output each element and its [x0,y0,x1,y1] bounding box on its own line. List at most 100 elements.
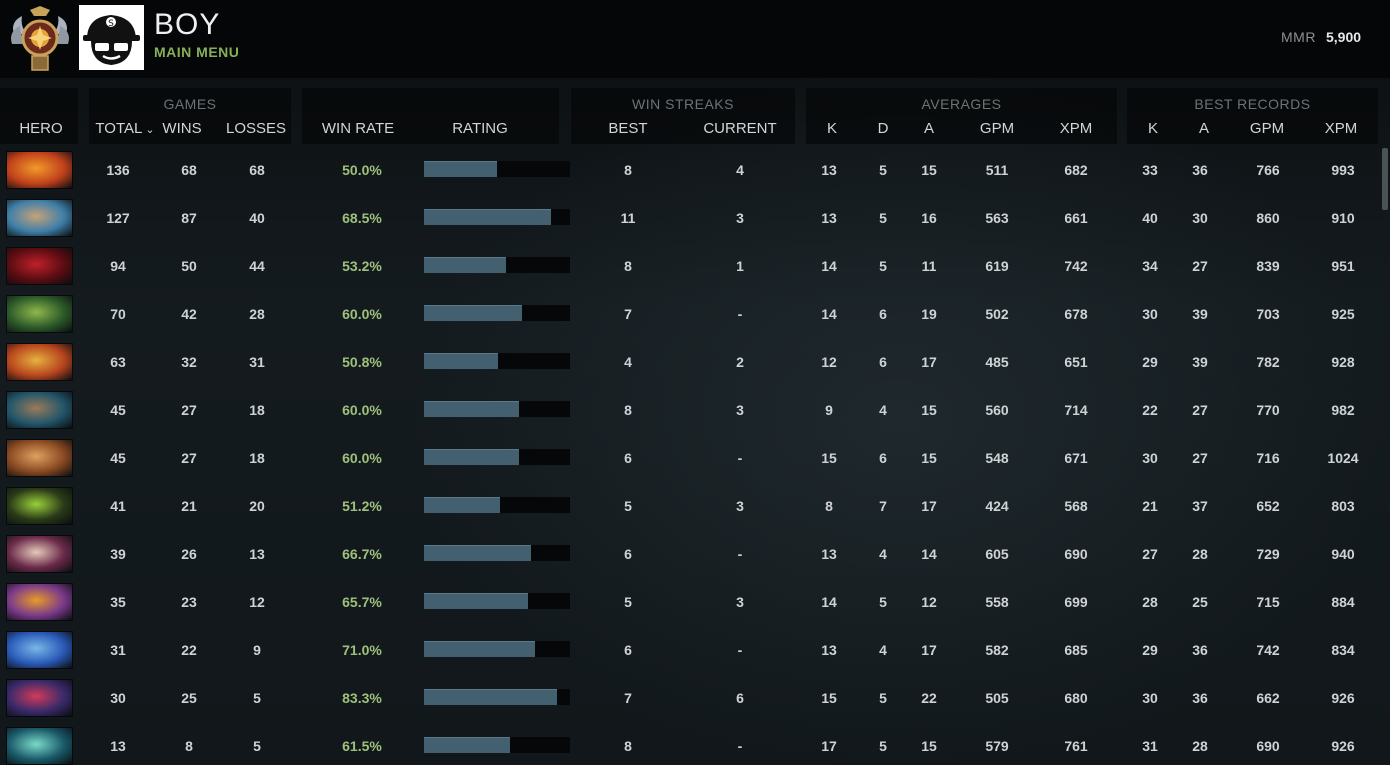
table-row[interactable]: 127 87 40 68.5% 11 3 13 5 16 563 661 40 30 860 910 [0,194,1378,242]
row-total: 31 [110,642,126,658]
hero-portrait-icon [6,343,73,381]
scrollbar-thumb[interactable] [1382,148,1388,210]
table-row[interactable]: 94 50 44 53.2% 8 1 14 5 11 619 742 34 27 839 951 [0,242,1378,290]
col-best-gpm[interactable]: GPM [1249,120,1285,137]
row-avg-kills: 14 [821,306,837,322]
rating-bar-fill [424,449,519,465]
row-best-gpm: 766 [1256,162,1280,178]
table-row[interactable]: 41 21 20 51.2% 5 3 8 7 17 424 568 21 37 652 803 [0,482,1378,530]
rating-bar-track [424,689,570,705]
row-wins: 23 [181,594,197,610]
row-avg-gpm: 505 [985,690,1009,706]
hero-portrait-icon [6,151,73,189]
row-avg-gpm: 485 [985,354,1009,370]
col-best-streak[interactable]: BEST [608,120,648,137]
row-avg-kills: 8 [825,498,833,514]
row-best-assists: 30 [1192,210,1208,226]
row-avg-assists: 17 [921,354,937,370]
table-row[interactable]: 70 42 28 60.0% 7 - 14 6 19 502 678 30 39 703 925 [0,290,1378,338]
table-row[interactable]: 13 8 5 61.5% 8 - 17 5 15 579 761 31 28 690 926 [0,722,1378,765]
avatar[interactable]: S [79,5,144,70]
col-best-assists[interactable]: A [1198,120,1209,137]
row-avg-deaths: 5 [879,594,887,610]
row-avg-deaths: 5 [879,258,887,274]
row-avg-deaths: 7 [879,498,887,514]
row-losses: 44 [249,258,265,274]
row-avg-deaths: 5 [879,738,887,754]
col-total[interactable]: TOTAL ⌄ [90,120,160,138]
row-avg-gpm: 619 [985,258,1009,274]
row-best-kills: 30 [1142,306,1158,322]
row-best-streak: 7 [624,690,632,706]
row-best-kills: 30 [1142,690,1158,706]
table-row[interactable]: 45 27 18 60.0% 8 3 9 4 15 560 714 22 27 770 982 [0,386,1378,434]
row-win-rate: 66.7% [342,546,382,562]
hero-portrait-icon [6,487,73,525]
hero-portrait-icon [6,679,73,717]
col-avg-kills[interactable]: K [826,120,837,137]
table-row[interactable]: 31 22 9 71.0% 6 - 13 4 17 582 685 29 36 742 834 [0,626,1378,674]
row-avg-deaths: 4 [879,402,887,418]
row-total: 39 [110,546,126,562]
main-menu-link[interactable]: MAIN MENU [154,44,240,60]
row-current-streak: 1 [736,258,744,274]
table-row[interactable]: 30 25 5 83.3% 7 6 15 5 22 505 680 30 36 662 926 [0,674,1378,722]
row-best-xpm: 803 [1331,498,1355,514]
row-best-assists: 28 [1192,546,1208,562]
row-best-assists: 39 [1192,306,1208,322]
row-best-xpm: 834 [1331,642,1355,658]
col-best-kills[interactable]: K [1147,120,1158,137]
row-win-rate: 61.5% [342,738,382,754]
row-best-gpm: 703 [1256,306,1280,322]
col-total-label: TOTAL [95,120,143,137]
table-row[interactable]: 35 23 12 65.7% 5 3 14 5 12 558 699 28 25 715 884 [0,578,1378,626]
row-losses: 28 [249,306,265,322]
row-wins: 25 [181,690,197,706]
row-best-streak: 4 [624,354,632,370]
col-avg-deaths[interactable]: D [877,120,889,137]
row-total: 136 [106,162,130,178]
row-avg-assists: 11 [921,258,937,274]
row-current-streak: 2 [736,354,744,370]
col-avg-gpm[interactable]: GPM [979,120,1015,137]
table-row[interactable]: 63 32 31 50.8% 4 2 12 6 17 485 651 29 39 782 928 [0,338,1378,386]
col-current-streak[interactable]: CURRENT [703,120,777,137]
table-row[interactable]: 136 68 68 50.0% 8 4 13 5 15 511 682 33 36 766 993 [0,146,1378,194]
col-rating[interactable]: RATING [452,120,508,137]
top-bar [0,0,1390,78]
table-row[interactable]: 45 27 18 60.0% 6 - 15 6 15 548 671 30 27 716 1024 [0,434,1378,482]
hero-portrait-icon [6,247,73,285]
row-avg-kills: 14 [821,594,837,610]
row-best-streak: 5 [624,594,632,610]
row-avg-gpm: 424 [985,498,1009,514]
row-best-gpm: 782 [1256,354,1280,370]
row-total: 13 [110,738,126,754]
row-wins: 8 [185,738,193,754]
col-losses[interactable]: LOSSES [225,120,287,137]
row-avg-deaths: 6 [879,450,887,466]
rating-bar-fill [424,257,506,273]
col-avg-assists[interactable]: A [923,120,934,137]
row-best-gpm: 742 [1256,642,1280,658]
row-best-assists: 27 [1192,402,1208,418]
row-avg-gpm: 605 [985,546,1009,562]
col-win-rate[interactable]: WIN RATE [321,120,395,137]
col-best-xpm[interactable]: XPM [1324,120,1358,137]
row-avg-deaths: 5 [879,690,887,706]
row-win-rate: 65.7% [342,594,382,610]
col-hero[interactable]: HERO [19,120,63,137]
row-avg-xpm: 690 [1064,546,1088,562]
row-wins: 42 [181,306,197,322]
col-avg-xpm[interactable]: XPM [1059,120,1093,137]
col-wins[interactable]: WINS [162,120,202,137]
row-best-kills: 28 [1142,594,1158,610]
row-wins: 68 [181,162,197,178]
row-avg-assists: 16 [921,210,937,226]
rating-bar-fill [424,689,557,705]
table-row[interactable]: 39 26 13 66.7% 6 - 13 4 14 605 690 27 28 729 940 [0,530,1378,578]
row-avg-assists: 15 [921,162,937,178]
profile-name: BOY [154,8,221,41]
row-total: 127 [106,210,130,226]
row-avg-kills: 12 [821,354,837,370]
row-win-rate: 60.0% [342,450,382,466]
